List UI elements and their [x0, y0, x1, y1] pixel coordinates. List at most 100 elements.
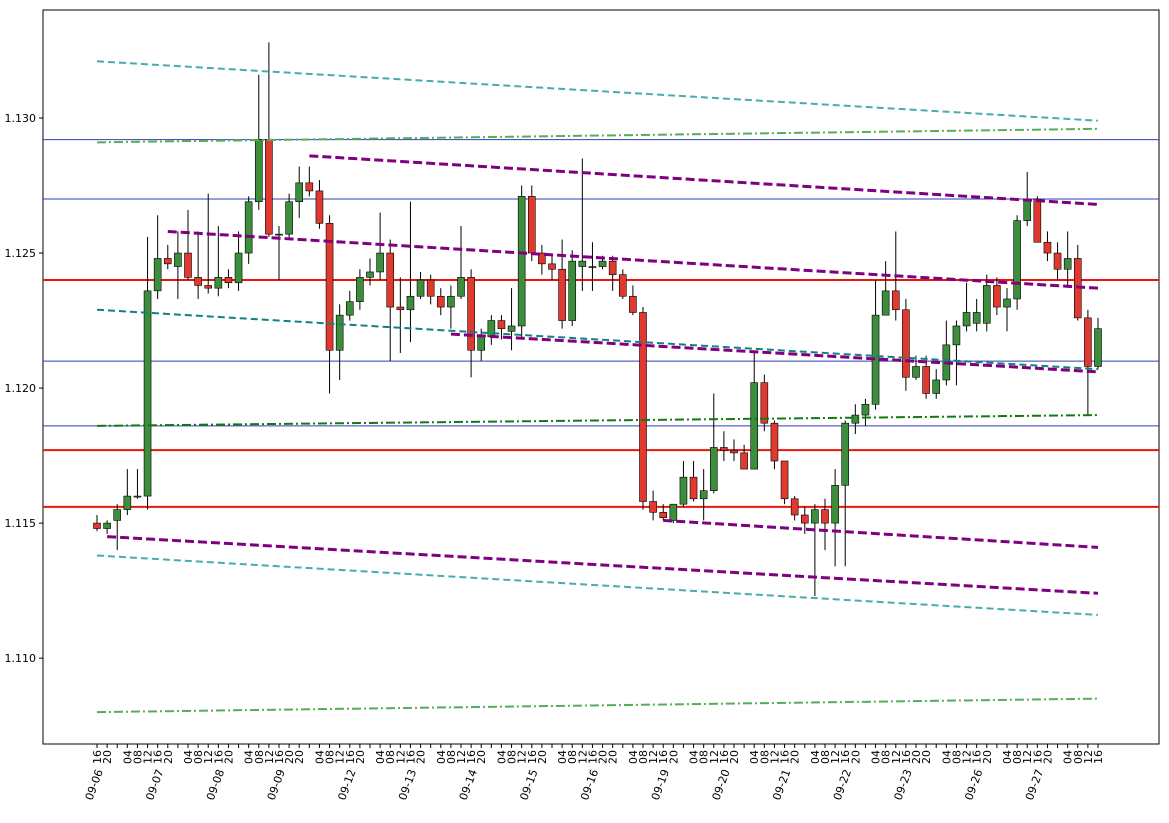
- date-label: 09-09: [265, 768, 288, 802]
- x-tick-label: 08: [253, 750, 266, 764]
- x-tick-label: 16: [971, 750, 984, 764]
- x-tick-label: 16: [839, 750, 852, 764]
- x-tick-label: 16: [586, 750, 599, 764]
- x-tick-label: 08: [880, 750, 893, 764]
- candle-body: [811, 509, 819, 524]
- x-tick-label: 20: [354, 750, 367, 764]
- candle-body: [244, 201, 253, 254]
- x-tick-label: 16: [212, 750, 225, 764]
- trend-line: [663, 518, 1099, 549]
- trend-line: [96, 554, 1099, 616]
- date-label: 09-07: [143, 768, 166, 802]
- candle-body: [123, 495, 132, 510]
- date-label: 09-19: [649, 768, 672, 802]
- candle-body: [163, 258, 172, 265]
- x-tick-label: 20: [849, 750, 862, 764]
- candle-body: [396, 306, 405, 311]
- candle-body: [325, 223, 334, 351]
- candle-body: [204, 285, 213, 289]
- y-tick-label: 1.130: [5, 112, 37, 125]
- x-tick-label: 12: [516, 750, 529, 764]
- x-tick-label: 12: [708, 750, 721, 764]
- candle-body: [588, 266, 597, 268]
- candle-body: [922, 366, 930, 394]
- x-tick-label: 04: [435, 750, 448, 764]
- x-tick-label: 08: [758, 750, 771, 764]
- x-tick-label: 04: [940, 750, 953, 764]
- trend-line: [96, 308, 1099, 371]
- date-label: 09-15: [517, 768, 540, 802]
- x-tick-label: 16: [91, 750, 104, 764]
- date-label: 09-14: [457, 768, 480, 802]
- candle-body: [1033, 198, 1042, 243]
- candle-body: [618, 274, 627, 297]
- candle-body: [285, 201, 293, 235]
- candle-body: [831, 484, 839, 524]
- x-tick-label: 12: [202, 750, 215, 764]
- x-tick-label: 20: [101, 750, 114, 764]
- x-tick-label: 08: [384, 750, 397, 764]
- x-tick-label: 08: [506, 750, 519, 764]
- candle-body: [598, 260, 607, 267]
- candle-body: [194, 277, 202, 286]
- date-label: 09-23: [892, 768, 915, 802]
- x-tick-label: 04: [1062, 750, 1075, 764]
- candle-body: [790, 498, 799, 516]
- x-tick-label: 04: [809, 750, 822, 764]
- x-tick-label: 20: [607, 750, 620, 764]
- candle-body: [315, 190, 324, 224]
- candle-body: [295, 182, 304, 203]
- y-tick-label: 1.120: [5, 382, 37, 395]
- x-tick-label: 16: [273, 750, 286, 764]
- date-label: 09-20: [710, 768, 733, 802]
- x-tick-label: 20: [415, 750, 428, 764]
- x-tick-label: 08: [445, 750, 458, 764]
- x-tick-label: 04: [1001, 750, 1014, 764]
- date-label: 09-08: [204, 768, 227, 802]
- candle-body: [1023, 198, 1032, 221]
- candle-body: [1094, 328, 1102, 367]
- plot-frame: [42, 9, 1160, 745]
- candle-body: [477, 336, 486, 351]
- candle-body: [1053, 252, 1062, 270]
- x-tick-label: 16: [657, 750, 670, 764]
- x-tick-label: 08: [1011, 750, 1024, 764]
- candle-body: [538, 252, 546, 265]
- candle-body: [507, 325, 516, 332]
- candle-body: [406, 295, 415, 311]
- candle-body: [93, 522, 101, 529]
- x-tick-label: 16: [718, 750, 731, 764]
- x-tick-label: 16: [1092, 750, 1105, 764]
- candle-body: [497, 320, 506, 329]
- date-label: 09-27: [1023, 768, 1046, 802]
- x-tick-label: 16: [152, 750, 165, 764]
- candle-body: [1043, 241, 1052, 254]
- x-tick-label: 08: [566, 750, 579, 764]
- x-tick-label: 04: [182, 750, 195, 764]
- x-tick-label: 20: [789, 750, 802, 764]
- candle-body: [153, 258, 162, 292]
- candle-body: [972, 312, 981, 324]
- x-tick-label: 20: [667, 750, 680, 764]
- candle-body: [184, 252, 192, 278]
- candle-body: [993, 285, 1001, 308]
- candle-body: [699, 490, 708, 500]
- candle-body: [265, 139, 273, 235]
- trend-line: [96, 60, 1099, 122]
- date-label: 09-26: [962, 768, 985, 802]
- candle-body: [527, 196, 536, 254]
- candle-body: [254, 139, 263, 203]
- candle-body: [366, 271, 374, 278]
- candle-body: [608, 260, 617, 275]
- candle-body: [548, 263, 556, 270]
- candle-body: [345, 301, 354, 316]
- x-tick-label: 12: [263, 750, 276, 764]
- x-tick-label: 08: [324, 750, 337, 764]
- candle-body: [517, 196, 526, 327]
- candle-body: [962, 312, 971, 327]
- candle-body: [720, 447, 728, 451]
- x-tick-label: 04: [627, 750, 640, 764]
- x-tick-label: 20: [475, 750, 488, 764]
- date-label: 09-12: [335, 768, 358, 802]
- x-tick-label: 20: [162, 750, 175, 764]
